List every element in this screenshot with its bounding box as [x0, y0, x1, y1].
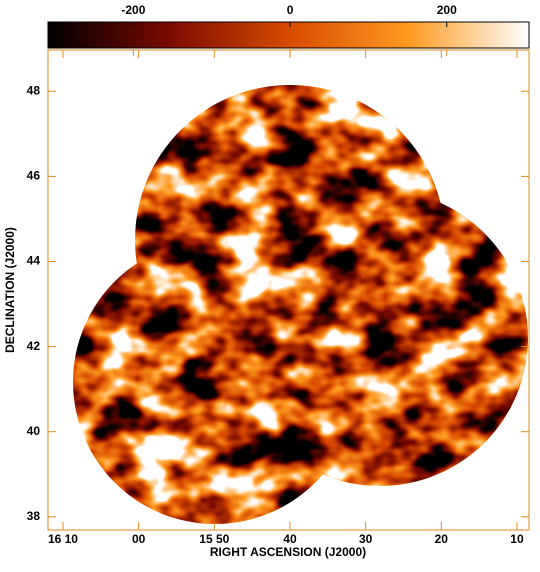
plot-frame	[47, 49, 530, 531]
y-tick-label: 38	[27, 509, 41, 523]
x-tick-label: 20	[435, 532, 449, 546]
y-axis-label: DECLINATION (J2000)	[3, 227, 17, 353]
x-tick-label: 15 50	[199, 532, 229, 546]
y-tick-label: 48	[27, 83, 41, 97]
colorbar-tick-label: 200	[437, 3, 457, 17]
y-tick-label: 44	[27, 254, 41, 268]
x-tick-label: 40	[283, 532, 297, 546]
x-axis-label: RIGHT ASCENSION (J2000)	[210, 545, 366, 559]
x-tick-label: 00	[132, 532, 146, 546]
y-tick-label: 40	[27, 424, 41, 438]
colorbar-frame	[47, 21, 530, 49]
x-tick-label: 16 10	[48, 532, 78, 546]
y-tick-label: 46	[27, 169, 41, 183]
colorbar	[48, 22, 529, 48]
y-tick-label: 42	[27, 339, 41, 353]
x-tick-label: 10	[510, 532, 524, 546]
x-tick-label: 30	[359, 532, 373, 546]
colorbar-tick-label: -200	[121, 3, 145, 17]
sky-map	[73, 85, 528, 524]
colorbar-tick-label: 0	[287, 3, 294, 17]
